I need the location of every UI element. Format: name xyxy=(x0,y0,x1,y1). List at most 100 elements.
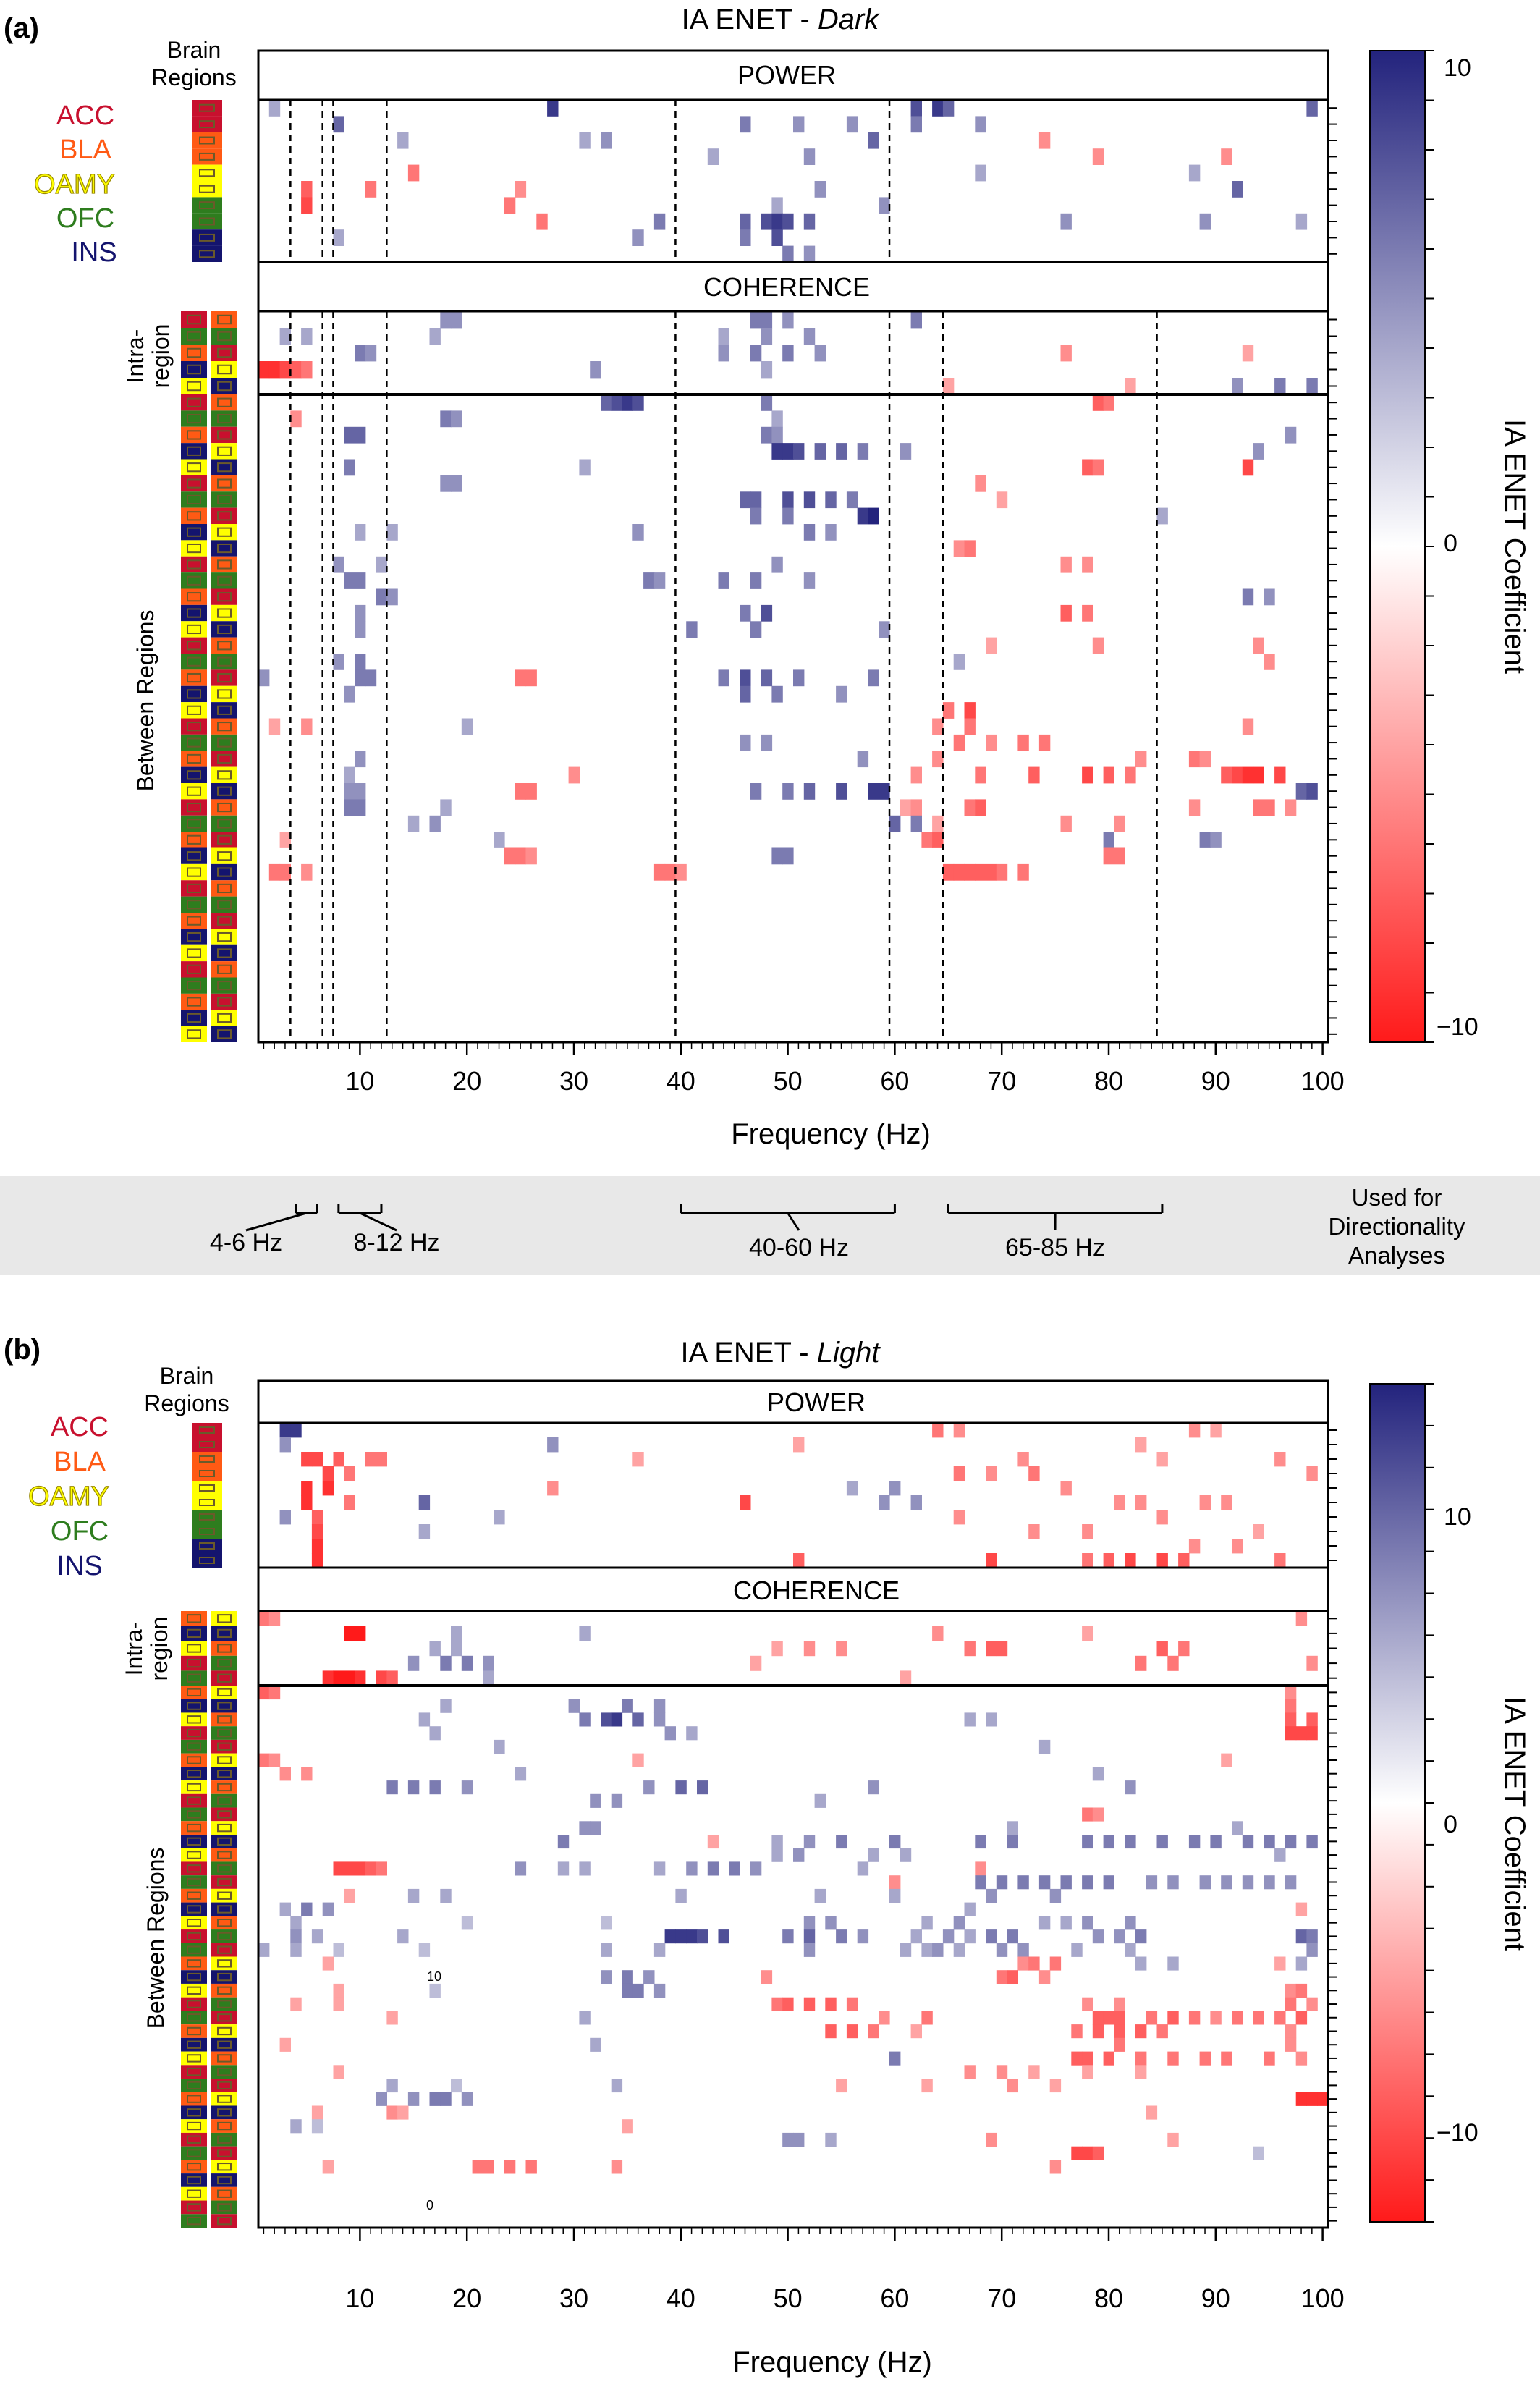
heatmap-cell xyxy=(889,1481,901,1496)
region-color-cell xyxy=(211,961,237,978)
heatmap-cell xyxy=(1007,1821,1018,1835)
region-color-cell xyxy=(181,2214,207,2228)
region-color-cell xyxy=(211,815,237,832)
heatmap-cell xyxy=(440,475,452,492)
x-tick-label: 50 xyxy=(774,2283,803,2313)
region-color-cell xyxy=(217,948,232,958)
heatmap-cell xyxy=(1285,426,1297,444)
region-color-cell xyxy=(187,1644,201,1653)
heatmap-cell xyxy=(483,1655,494,1671)
heatmap-cell xyxy=(632,524,644,541)
region-color-cell xyxy=(211,2051,237,2066)
heatmap-cell xyxy=(461,718,473,735)
heatmap-cell xyxy=(440,1888,452,1903)
heatmap-cell xyxy=(1038,1970,1051,1984)
heatmap-cell xyxy=(1049,2079,1062,2093)
heatmap-cell xyxy=(1253,637,1264,654)
heatmap-cell xyxy=(515,181,527,198)
region-color-cell xyxy=(181,507,207,524)
heatmap-cell xyxy=(429,1983,441,1998)
region-color-cell xyxy=(211,832,237,848)
region-color-cell xyxy=(217,2081,232,2090)
region-color-cell xyxy=(187,331,201,342)
region-color-cell xyxy=(192,197,222,214)
heatmap-cell xyxy=(803,148,816,165)
region-color-cell xyxy=(187,1673,201,1683)
heatmap-cell xyxy=(632,1452,644,1467)
heatmap-cell xyxy=(1082,1626,1093,1641)
heatmap-cell xyxy=(1060,1481,1072,1496)
heatmap-cell xyxy=(590,361,601,379)
heatmap-cell xyxy=(290,410,302,428)
heatmap-cell xyxy=(355,751,366,768)
heatmap-cell xyxy=(451,1641,462,1657)
heatmap-cell xyxy=(986,1553,997,1568)
region-color-cell xyxy=(199,1513,215,1521)
heatmap-cell xyxy=(879,2011,890,2025)
region-color-cell xyxy=(217,559,232,570)
heatmap-cell xyxy=(1156,1641,1168,1657)
region-color-cell xyxy=(187,527,201,537)
region-color-cell xyxy=(181,1793,207,1808)
heatmap-cell xyxy=(504,847,516,865)
heatmap-cell xyxy=(782,783,794,800)
heatmap-cell xyxy=(601,1712,612,1727)
band-label-65-85: 65-85 Hz xyxy=(1005,1234,1105,1261)
heatmap-cell xyxy=(1253,2146,1264,2160)
heatmap-cell xyxy=(632,229,644,246)
heatmap-cell xyxy=(889,1875,901,1890)
region-color-cell xyxy=(181,410,207,427)
heatmap-cell xyxy=(986,734,997,751)
heatmap-cell xyxy=(622,1970,633,1984)
x-tick-label: 100 xyxy=(1301,1066,1345,1096)
heatmap-cell xyxy=(525,669,537,687)
heatmap-cell xyxy=(718,669,729,687)
region-color-cell xyxy=(211,718,237,735)
heatmap-cell xyxy=(1295,1902,1308,1916)
region-color-cell xyxy=(217,786,232,796)
heatmap-cell xyxy=(632,1983,644,1998)
region-color-cell xyxy=(181,1821,207,1835)
heatmap-cell xyxy=(386,1670,398,1686)
region-color-cell xyxy=(187,948,201,958)
region-color-cell xyxy=(192,100,222,117)
heatmap-cell xyxy=(771,847,783,865)
region-color-cell xyxy=(187,705,201,715)
region-color-cell xyxy=(211,734,237,751)
heatmap-cell xyxy=(1071,1943,1083,1957)
heatmap-cell xyxy=(1167,2132,1179,2147)
heatmap-cell xyxy=(986,1712,997,1727)
heatmap-cell xyxy=(376,556,387,573)
region-color-cell xyxy=(217,2067,232,2076)
heatmap-cell xyxy=(601,394,612,411)
region-color-cell xyxy=(211,766,237,783)
region-color-cell xyxy=(217,592,232,602)
heatmap-cell xyxy=(771,685,783,703)
heatmap-cell xyxy=(1125,1780,1136,1795)
heatmap-cell xyxy=(953,1510,965,1525)
region-color-cell xyxy=(211,1655,237,1671)
region-color-cell xyxy=(187,2135,201,2144)
region-color-cell xyxy=(187,1945,201,1954)
region-color-cell xyxy=(211,702,237,719)
heatmap-cell xyxy=(996,1641,1008,1657)
region-color-cell xyxy=(181,2200,207,2215)
heatmap-cell xyxy=(1306,1726,1318,1741)
heatmap-cell xyxy=(397,2105,409,2120)
heatmap-cell xyxy=(942,1929,955,1944)
heatmap-cell xyxy=(1167,1655,1179,1671)
region-color-cell xyxy=(187,770,201,780)
heatmap-cell xyxy=(1060,556,1072,573)
region-color-cell xyxy=(187,689,201,699)
region-color-cell xyxy=(211,1739,237,1754)
heatmap-cell xyxy=(611,1793,623,1808)
heatmap-cell xyxy=(921,832,933,848)
x-axis: 10 20 30 40 50 60 70 80 90 100 xyxy=(263,2228,1345,2313)
region-color-cell xyxy=(217,494,232,505)
heatmap-cell xyxy=(397,1929,409,1944)
region-color-cell xyxy=(181,1611,207,1626)
heatmap-cell xyxy=(846,116,858,133)
heatmap-cell xyxy=(975,1835,986,1849)
heatmap-cell xyxy=(868,1780,879,1795)
heatmap-cell xyxy=(653,572,666,589)
